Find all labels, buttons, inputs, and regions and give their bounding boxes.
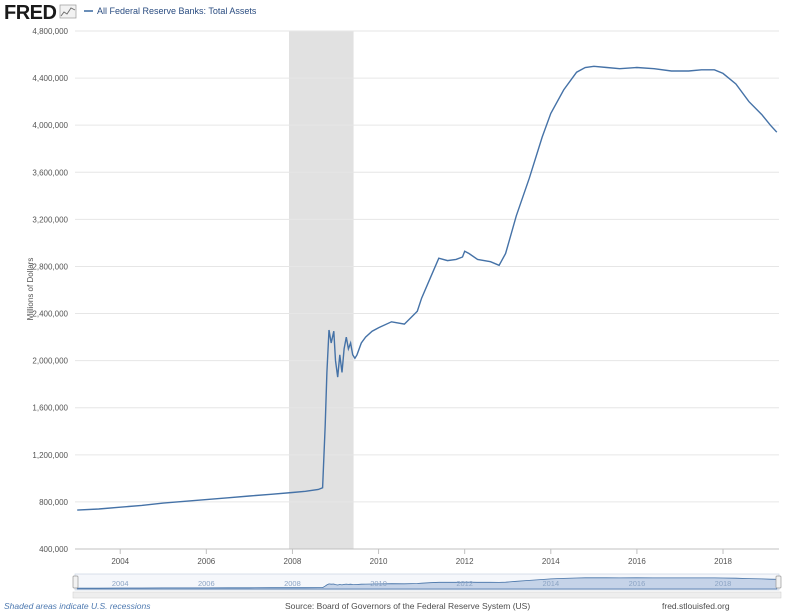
fred-logo-chart-icon (59, 4, 77, 19)
y-tick-label: 4,400,000 (32, 74, 68, 83)
x-tick-label: 2010 (370, 557, 388, 566)
plot-area: 400,000 800,000 1,200,000 1,600,000 2,000,00… (32, 27, 779, 566)
footer: Shaded areas indicate U.S. recessions So… (4, 601, 730, 611)
navigator-left-handle[interactable] (72, 575, 79, 589)
source-note: Source: Board of Governors of the Federa… (285, 601, 530, 611)
grid-lines (75, 30, 779, 550)
y-tick-label: 4,000,000 (32, 121, 68, 130)
navigator-tick-label: 2008 (284, 579, 301, 588)
y-tick-label: 2,800,000 (32, 262, 68, 271)
navigator-tick-label: 2012 (456, 579, 473, 588)
x-tick-label: 2016 (628, 557, 646, 566)
y-tick-label: 1,600,000 (32, 404, 68, 413)
y-tick-label: 800,000 (39, 498, 68, 507)
series-line-total-assets[interactable] (77, 65, 778, 511)
x-tick-label: 2008 (284, 557, 302, 566)
x-tick-label: 2018 (714, 557, 732, 566)
fred-site-link[interactable]: fred.stlouisfed.org (662, 601, 730, 611)
navigator-tick-label: 2018 (715, 579, 732, 588)
navigator-tick-label: 2004 (112, 579, 129, 588)
x-tick-label: 2006 (197, 557, 215, 566)
navigator-tick-label: 2010 (370, 579, 387, 588)
navigator-ticks: 2004 2006 2008 2010 2012 2014 2016 2018 (112, 579, 732, 588)
x-tick-label: 2004 (111, 557, 129, 566)
recession-note: Shaded areas indicate U.S. recessions (4, 601, 151, 611)
y-tick-label: 2,000,000 (32, 357, 68, 366)
navigator-scrollbar[interactable] (72, 591, 782, 599)
recession-layer (288, 31, 354, 549)
y-tick-label: 1,200,000 (32, 451, 68, 460)
fred-logo[interactable]: FRED (4, 2, 57, 24)
y-axis: 400,000 800,000 1,200,000 1,600,000 2,000,00… (32, 27, 68, 554)
y-tick-label: 3,600,000 (32, 168, 68, 177)
navigator-tick-label: 2006 (198, 579, 215, 588)
legend-label[interactable]: All Federal Reserve Banks: Total Assets (97, 6, 257, 16)
header: FRED All Federal Reserve Banks: Total As… (4, 2, 257, 24)
y-tick-label: 400,000 (39, 545, 68, 554)
recession-band (288, 31, 354, 549)
navigator-tick-label: 2014 (542, 579, 559, 588)
y-axis-title: Millions of Dollars (26, 258, 35, 321)
navigator-tick-label: 2016 (629, 579, 646, 588)
navigator-right-handle[interactable] (775, 575, 782, 589)
range-navigator[interactable]: 2004 2006 2008 2010 2012 2014 2016 2018 (72, 573, 782, 599)
navigator-series-area (76, 577, 778, 590)
y-tick-label: 2,400,000 (32, 310, 68, 319)
y-tick-label: 4,800,000 (32, 27, 68, 36)
x-tick-label: 2014 (542, 557, 560, 566)
y-tick-label: 3,200,000 (32, 215, 68, 224)
x-tick-label: 2012 (456, 557, 474, 566)
x-axis: 2004 2006 2008 2010 2012 2014 2016 2018 (75, 548, 779, 566)
